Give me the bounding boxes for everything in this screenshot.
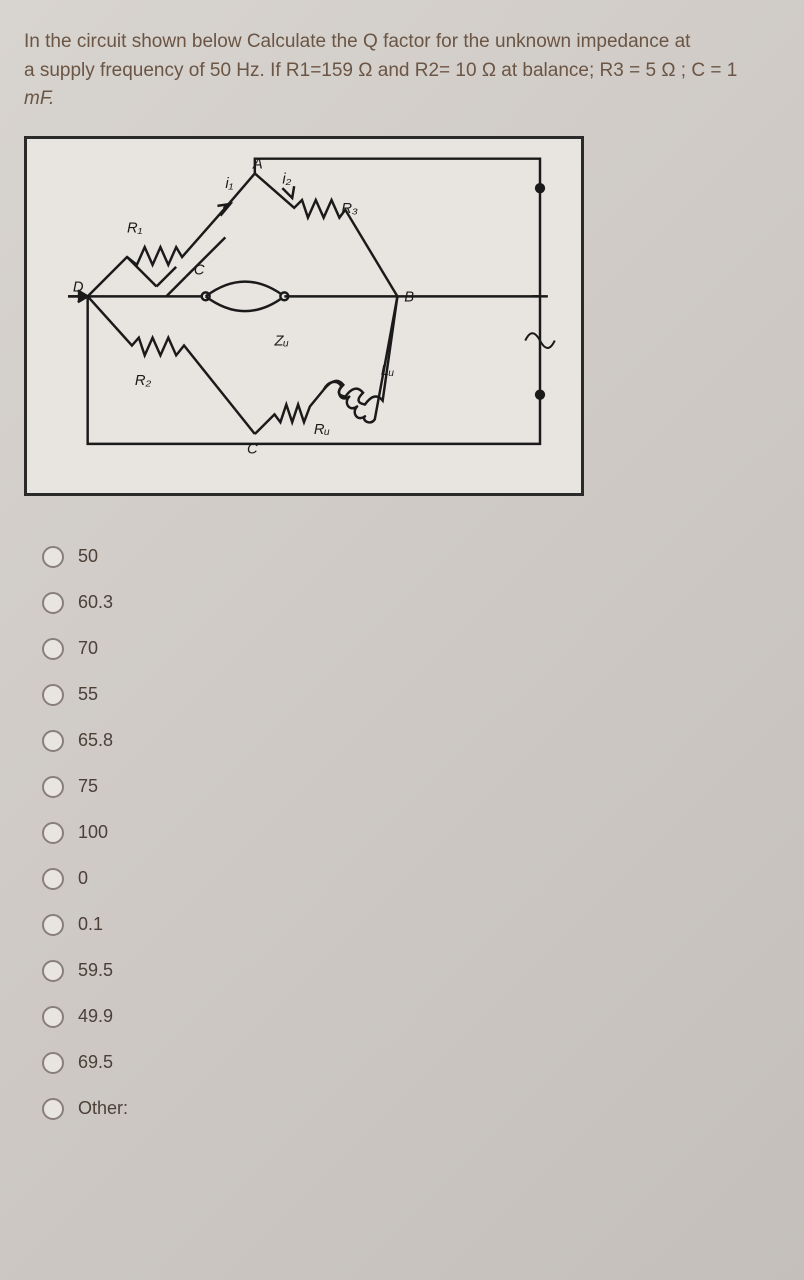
radio-icon xyxy=(42,1006,64,1028)
option-49-9[interactable]: 49.9 xyxy=(42,1006,780,1028)
C-label: C xyxy=(194,262,205,278)
option-label: 0 xyxy=(78,868,88,889)
radio-icon xyxy=(42,592,64,614)
option-other[interactable]: Other: xyxy=(42,1098,780,1120)
radio-icon xyxy=(42,1052,64,1074)
option-70[interactable]: 70 xyxy=(42,638,780,660)
option-label: 50 xyxy=(78,546,98,567)
option-label: 75 xyxy=(78,776,98,797)
option-0[interactable]: 0 xyxy=(42,868,780,890)
option-label: 60.3 xyxy=(78,592,113,613)
R2-label: R₂ xyxy=(135,372,152,388)
option-59-5[interactable]: 59.5 xyxy=(42,960,780,982)
option-50[interactable]: 50 xyxy=(42,546,780,568)
i1-label: i₁ xyxy=(225,176,233,192)
radio-icon xyxy=(42,914,64,936)
option-65-8[interactable]: 65.8 xyxy=(42,730,780,752)
radio-icon xyxy=(42,960,64,982)
R1-label: R₁ xyxy=(127,220,143,236)
question-line2: a supply frequency of 50 Hz. If R1=159 Ω… xyxy=(24,60,737,81)
radio-icon xyxy=(42,730,64,752)
node-D-label: D xyxy=(73,279,84,295)
option-label: 70 xyxy=(78,638,98,659)
option-0-1[interactable]: 0.1 xyxy=(42,914,780,936)
option-label: 59.5 xyxy=(78,960,113,981)
option-label: 49.9 xyxy=(78,1006,113,1027)
question-line1: In the circuit shown below Calculate the… xyxy=(24,31,690,52)
radio-icon xyxy=(42,546,64,568)
option-75[interactable]: 75 xyxy=(42,776,780,798)
Zu-label: Zᵤ xyxy=(274,333,289,349)
circuit-diagram: A B C D R₁ C R₃ R₂ Rᵤ Lᵤ Zᵤ i₁ i₂ xyxy=(24,136,584,496)
option-label: 69.5 xyxy=(78,1052,113,1073)
Lu-label: Lᵤ xyxy=(381,363,394,379)
node-A-label: A xyxy=(252,156,263,172)
radio-icon xyxy=(42,684,64,706)
R3-label: R₃ xyxy=(341,200,358,216)
question-line3: mF. xyxy=(24,88,54,109)
option-label: 0.1 xyxy=(78,914,103,935)
option-55[interactable]: 55 xyxy=(42,684,780,706)
radio-icon xyxy=(42,868,64,890)
radio-icon xyxy=(42,638,64,660)
option-label: 100 xyxy=(78,822,108,843)
option-label: Other: xyxy=(78,1098,128,1119)
circuit-svg: A B C D R₁ C R₃ R₂ Rᵤ Lᵤ Zᵤ i₁ i₂ xyxy=(27,139,581,493)
question-text: In the circuit shown below Calculate the… xyxy=(24,28,780,114)
radio-icon xyxy=(42,776,64,798)
answer-options: 50 60.3 70 55 65.8 75 100 0 0.1 59.5 49.… xyxy=(24,546,780,1120)
node-B-label: B xyxy=(404,289,414,305)
radio-icon xyxy=(42,822,64,844)
i2-label: i₂ xyxy=(282,171,291,187)
option-100[interactable]: 100 xyxy=(42,822,780,844)
option-label: 65.8 xyxy=(78,730,113,751)
option-69-5[interactable]: 69.5 xyxy=(42,1052,780,1074)
option-60-3[interactable]: 60.3 xyxy=(42,592,780,614)
node-C-label: C xyxy=(247,441,258,457)
option-label: 55 xyxy=(78,684,98,705)
Ru-label: Rᵤ xyxy=(314,422,330,438)
radio-icon xyxy=(42,1098,64,1120)
